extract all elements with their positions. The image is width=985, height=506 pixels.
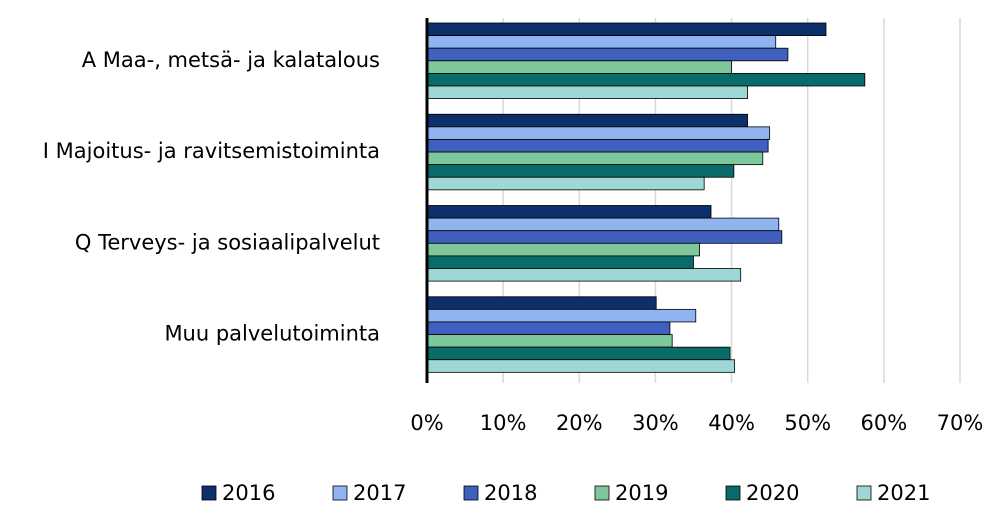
x-tick-label: 70% [937,411,984,435]
bar [426,139,769,153]
legend-swatch [332,485,348,501]
category-label: I Majoitus- ja ravitsemistoiminta [43,139,380,163]
bar [426,255,694,269]
legend-label: 2020 [746,481,799,505]
x-tick-label: 20% [556,411,603,435]
bar [426,321,671,335]
legend-swatch [594,485,610,501]
category-label: Q Terveys- ja sosiaalipalvelut [75,230,380,254]
bar [426,164,735,178]
bar [426,334,673,348]
legend-label: 2021 [877,481,930,505]
bar [426,113,748,128]
bar [426,296,657,310]
legend-label: 2019 [615,481,668,505]
x-tick-label: 50% [784,411,831,435]
bar [426,242,700,257]
category-label: Muu palvelutoiminta [164,322,380,346]
x-tick-label: 60% [861,411,908,435]
bar [426,205,712,219]
bar [426,217,780,232]
x-tick-label: 10% [480,411,527,435]
bar [426,126,771,140]
x-tick-label: 40% [708,411,755,435]
legend-swatch [856,485,872,501]
legend-label: 2017 [353,481,406,505]
x-tick-label: 30% [632,411,679,435]
legend-label: 2018 [484,481,537,505]
legend-swatch [725,485,741,501]
bar [426,22,827,37]
bar [426,268,742,282]
legend-swatch [463,485,479,501]
legend-label: 2016 [222,481,275,505]
bar [426,73,866,87]
legend-swatch [201,485,217,501]
category-label: A Maa-, metsä- ja kalatalous [82,48,380,72]
x-tick-label: 0% [410,411,443,435]
bar [426,47,789,62]
bar [426,85,748,100]
bar [426,60,732,74]
bar [426,176,705,191]
bar [426,308,697,323]
bar [426,346,731,361]
bar [426,230,783,244]
bar [426,35,777,49]
bar [426,151,764,166]
bar [426,359,736,373]
